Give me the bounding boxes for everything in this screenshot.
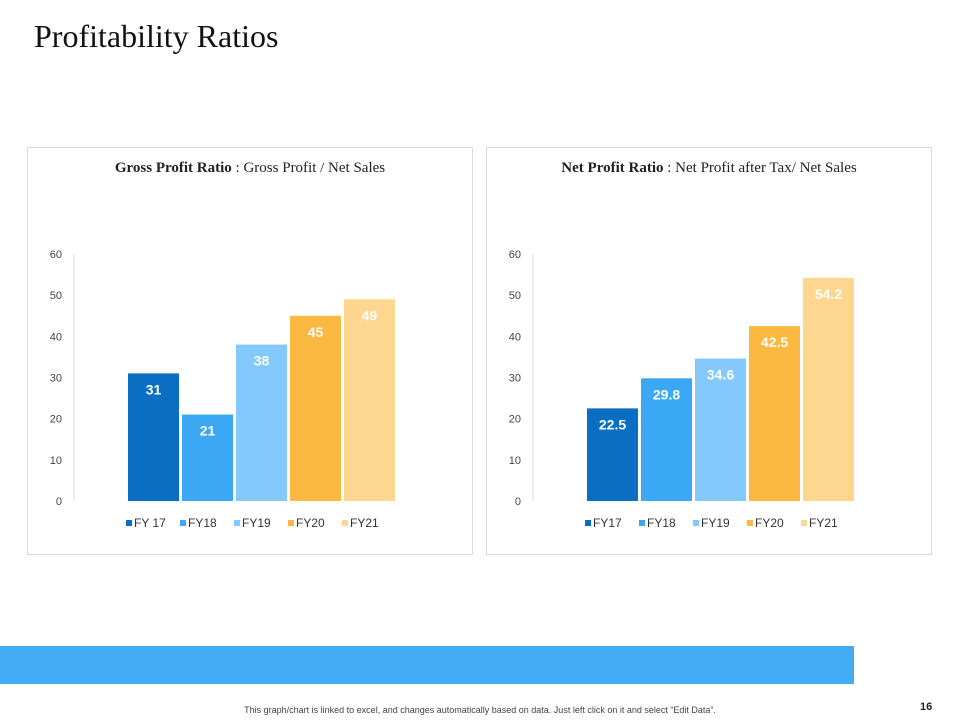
bar-fy19[interactable] xyxy=(236,344,287,501)
bar-data-label: 45 xyxy=(308,324,324,340)
bar-fy20[interactable] xyxy=(749,326,800,501)
chart-title-bold: Gross Profit Ratio xyxy=(114,160,232,176)
legend-swatch xyxy=(639,520,645,526)
legend-label[interactable]: FY18 xyxy=(647,516,676,530)
y-tick-label: 10 xyxy=(509,455,521,467)
bottom-accent-bar xyxy=(0,646,854,684)
bar-data-label: 38 xyxy=(254,353,270,369)
bar-data-label: 49 xyxy=(362,307,378,323)
bar-fy17[interactable] xyxy=(128,373,179,501)
legend-swatch xyxy=(342,520,348,526)
chart-title-formula: Net Profit after Tax/ Net Sales xyxy=(675,160,857,176)
chart-title-formula: Gross Profit / Net Sales xyxy=(243,160,386,176)
page-number: 16 xyxy=(920,701,933,713)
chart-heading: Gross Profit Ratio : Gross Profit / Net … xyxy=(28,160,472,177)
page-title: Profitability Ratios xyxy=(34,18,279,54)
y-tick-label: 30 xyxy=(50,373,62,385)
chart-heading: Net Profit Ratio : Net Profit after Tax/… xyxy=(487,160,931,177)
legend-label[interactable]: FY20 xyxy=(755,516,784,530)
bar-data-label: 29.8 xyxy=(653,386,680,402)
chart-title-separator: : xyxy=(231,160,244,176)
legend-label[interactable]: FY19 xyxy=(242,516,271,530)
bar-fy21[interactable] xyxy=(344,299,395,501)
legend-swatch xyxy=(180,520,186,526)
net-profit-chart-panel: Net Profit Ratio : Net Profit after Tax/… xyxy=(486,147,932,555)
y-tick-label: 30 xyxy=(509,373,521,385)
y-tick-label: 0 xyxy=(515,496,521,508)
legend-swatch xyxy=(747,520,753,526)
footnote: This graph/chart is linked to excel, and… xyxy=(244,705,716,715)
bar-data-label: 31 xyxy=(146,381,162,397)
bar-fy17[interactable] xyxy=(587,408,638,501)
y-tick-label: 40 xyxy=(50,331,62,343)
legend-swatch xyxy=(585,520,591,526)
legend-swatch xyxy=(126,520,132,526)
bar-data-label: 34.6 xyxy=(707,367,734,383)
bar-fy20[interactable] xyxy=(290,315,341,501)
y-tick-label: 20 xyxy=(50,414,62,426)
y-tick-label: 20 xyxy=(509,414,521,426)
legend-swatch xyxy=(693,520,699,526)
y-tick-label: 0 xyxy=(56,496,62,508)
bar-fy18[interactable] xyxy=(641,378,692,501)
y-tick-label: 50 xyxy=(50,290,62,302)
y-tick-label: 60 xyxy=(50,249,62,261)
bar-fy19[interactable] xyxy=(695,358,746,501)
y-tick-label: 40 xyxy=(509,331,521,343)
legend-swatch xyxy=(234,520,240,526)
bar-data-label: 42.5 xyxy=(761,334,788,350)
legend-label[interactable]: FY17 xyxy=(593,516,622,530)
legend-label[interactable]: FY18 xyxy=(188,516,217,530)
y-tick-label: 10 xyxy=(50,455,62,467)
chart-title-separator: : xyxy=(663,160,676,176)
bar-fy18[interactable] xyxy=(182,414,233,501)
y-tick-label: 50 xyxy=(509,290,521,302)
legend-swatch xyxy=(801,520,807,526)
bar-fy21[interactable] xyxy=(803,277,854,501)
legend-label[interactable]: FY 17 xyxy=(134,516,166,530)
net-profit-bar-chart[interactable]: 0 10 20 30 40 50 60 22.5 29.8 34.6 42.5 54.2 FY17 FY1… xyxy=(487,148,933,556)
chart-title-bold: Net Profit Ratio xyxy=(561,160,664,176)
bar-data-label: 22.5 xyxy=(599,416,626,432)
gross-profit-bar-chart[interactable]: 0 10 20 30 40 50 60 31 21 38 45 49 FY 17 FY18 FY19 FY20… xyxy=(28,148,474,556)
gross-profit-chart-panel: Gross Profit Ratio : Gross Profit / Net … xyxy=(27,147,473,555)
legend-label[interactable]: FY20 xyxy=(296,516,325,530)
legend-label[interactable]: FY19 xyxy=(701,516,730,530)
bar-data-label: 54.2 xyxy=(815,286,842,302)
y-tick-label: 60 xyxy=(509,249,521,261)
legend-swatch xyxy=(288,520,294,526)
legend-label[interactable]: FY21 xyxy=(350,516,379,530)
bar-data-label: 21 xyxy=(200,423,216,439)
legend-label[interactable]: FY21 xyxy=(809,516,838,530)
